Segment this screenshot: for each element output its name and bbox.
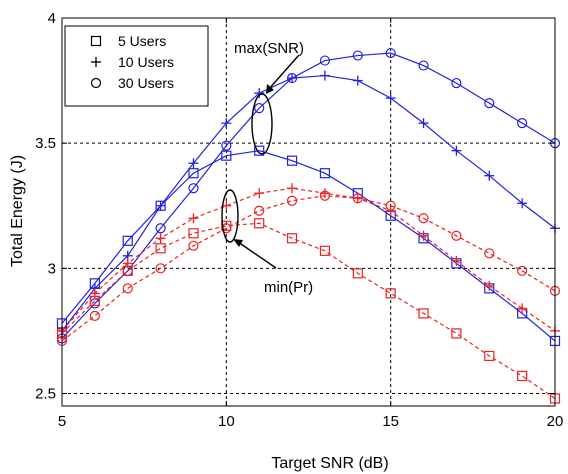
plus-marker (484, 281, 494, 291)
max-snr-arrow-line (268, 55, 299, 90)
square-marker (518, 371, 527, 380)
series-3 (58, 219, 560, 403)
legend-label: 5 Users (118, 33, 166, 49)
min-pr-arrow-line (238, 242, 276, 268)
x-axis-label: Target SNR (dB) (271, 455, 388, 472)
plus-marker (419, 231, 429, 241)
plus-marker (451, 256, 461, 266)
x-tick-label: 15 (382, 413, 399, 430)
circle-marker (485, 249, 494, 258)
y-tick-label: 2.5 (35, 385, 56, 402)
series-1 (57, 71, 560, 336)
plus-marker (156, 233, 166, 243)
y-tick-label: 4 (48, 10, 56, 27)
y-tick-label: 3 (48, 260, 56, 277)
legend-label: 10 Users (118, 54, 174, 70)
square-marker (452, 329, 461, 338)
plus-marker (287, 183, 297, 193)
min-pr-label: min(Pr) (264, 279, 313, 296)
plus-marker (517, 303, 527, 313)
x-tick-label: 5 (58, 413, 66, 430)
plus-marker (353, 76, 363, 86)
y-tick-label: 3.5 (35, 135, 56, 152)
max-snr-label: max(SNR) (234, 40, 304, 57)
square-marker (189, 229, 198, 238)
plus-marker (254, 188, 264, 198)
series-4 (57, 183, 560, 336)
x-tick-label: 10 (218, 413, 235, 430)
plus-marker (320, 71, 330, 81)
annotation-layer: max(SNR) min(Pr) (222, 40, 313, 296)
plus-marker (188, 213, 198, 223)
x-tick-label: 20 (547, 413, 564, 430)
min-pr-ellipse (222, 190, 238, 242)
y-axis-label: Total Energy (J) (9, 155, 26, 267)
circle-marker (90, 311, 99, 320)
series-line (62, 151, 555, 341)
legend: 5 Users 10 Users 30 Users (65, 26, 208, 106)
plus-marker (386, 93, 396, 103)
legend-label: 30 Users (118, 75, 174, 91)
series-0 (58, 146, 560, 345)
min-pr-arrowhead (233, 239, 243, 247)
circle-marker (255, 206, 264, 215)
max-snr-ellipse (252, 94, 272, 154)
square-marker (156, 244, 165, 253)
